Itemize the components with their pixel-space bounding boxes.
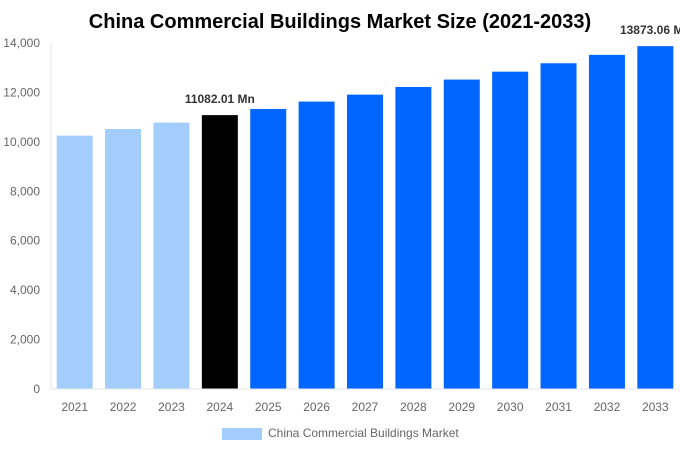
x-tick-label: 2026 bbox=[303, 400, 330, 414]
bar-2033[interactable] bbox=[637, 46, 674, 389]
y-tick-label: 10,000 bbox=[3, 135, 40, 149]
y-tick-label: 8,000 bbox=[10, 184, 40, 198]
x-tick-label: 2032 bbox=[594, 400, 621, 414]
bar-2032[interactable] bbox=[588, 54, 625, 390]
chart-title: China Commercial Buildings Market Size (… bbox=[89, 11, 591, 33]
bar-2029[interactable] bbox=[443, 79, 480, 389]
x-tick-label: 2024 bbox=[206, 400, 233, 414]
bar-2023[interactable] bbox=[153, 122, 190, 389]
x-tick-label: 2025 bbox=[255, 400, 282, 414]
bar-2021[interactable] bbox=[56, 135, 93, 389]
x-tick-label: 2033 bbox=[642, 400, 669, 414]
x-tick-label: 2021 bbox=[61, 400, 88, 414]
bar-2024[interactable] bbox=[201, 115, 238, 390]
data-label-2024: 11082.01 Mn bbox=[185, 92, 255, 106]
bar-2025[interactable] bbox=[250, 108, 287, 389]
bar-2030[interactable] bbox=[492, 71, 529, 389]
bar-2022[interactable] bbox=[105, 129, 142, 389]
y-tick-label: 4,000 bbox=[10, 283, 40, 297]
x-tick-label: 2029 bbox=[448, 400, 475, 414]
x-tick-label: 2031 bbox=[545, 400, 572, 414]
bars bbox=[56, 46, 674, 390]
x-axis: 2021 2022 2023 2024 2025 2026 2027 2028 2029 2030… bbox=[51, 388, 680, 414]
x-tick-label: 2027 bbox=[352, 400, 379, 414]
y-axis: 0 2,000 4,000 6,000 8,000 10,000 12,000 14,000 bbox=[3, 36, 52, 396]
x-tick-label: 2028 bbox=[400, 400, 427, 414]
y-tick-label: 6,000 bbox=[10, 234, 40, 248]
legend-label: China Commercial Buildings Market bbox=[268, 426, 459, 440]
bar-2026[interactable] bbox=[298, 101, 335, 389]
legend-swatch bbox=[222, 428, 262, 440]
y-tick-label: 2,000 bbox=[10, 333, 40, 347]
x-tick-label: 2022 bbox=[110, 400, 137, 414]
bar-2028[interactable] bbox=[395, 86, 432, 390]
data-labels: 11082.01 Mn 13873.06 Mn bbox=[185, 23, 680, 106]
y-tick-label: 14,000 bbox=[3, 36, 40, 50]
bar-2027[interactable] bbox=[347, 94, 383, 389]
x-tick-label: 2023 bbox=[158, 400, 185, 414]
legend[interactable]: China Commercial Buildings Market bbox=[222, 426, 459, 440]
y-tick-label: 0 bbox=[33, 382, 40, 396]
bar-2031[interactable] bbox=[540, 63, 577, 389]
x-tick-label: 2030 bbox=[497, 400, 524, 414]
data-label-2033: 13873.06 Mn bbox=[620, 23, 680, 37]
y-tick-label: 12,000 bbox=[3, 85, 40, 99]
